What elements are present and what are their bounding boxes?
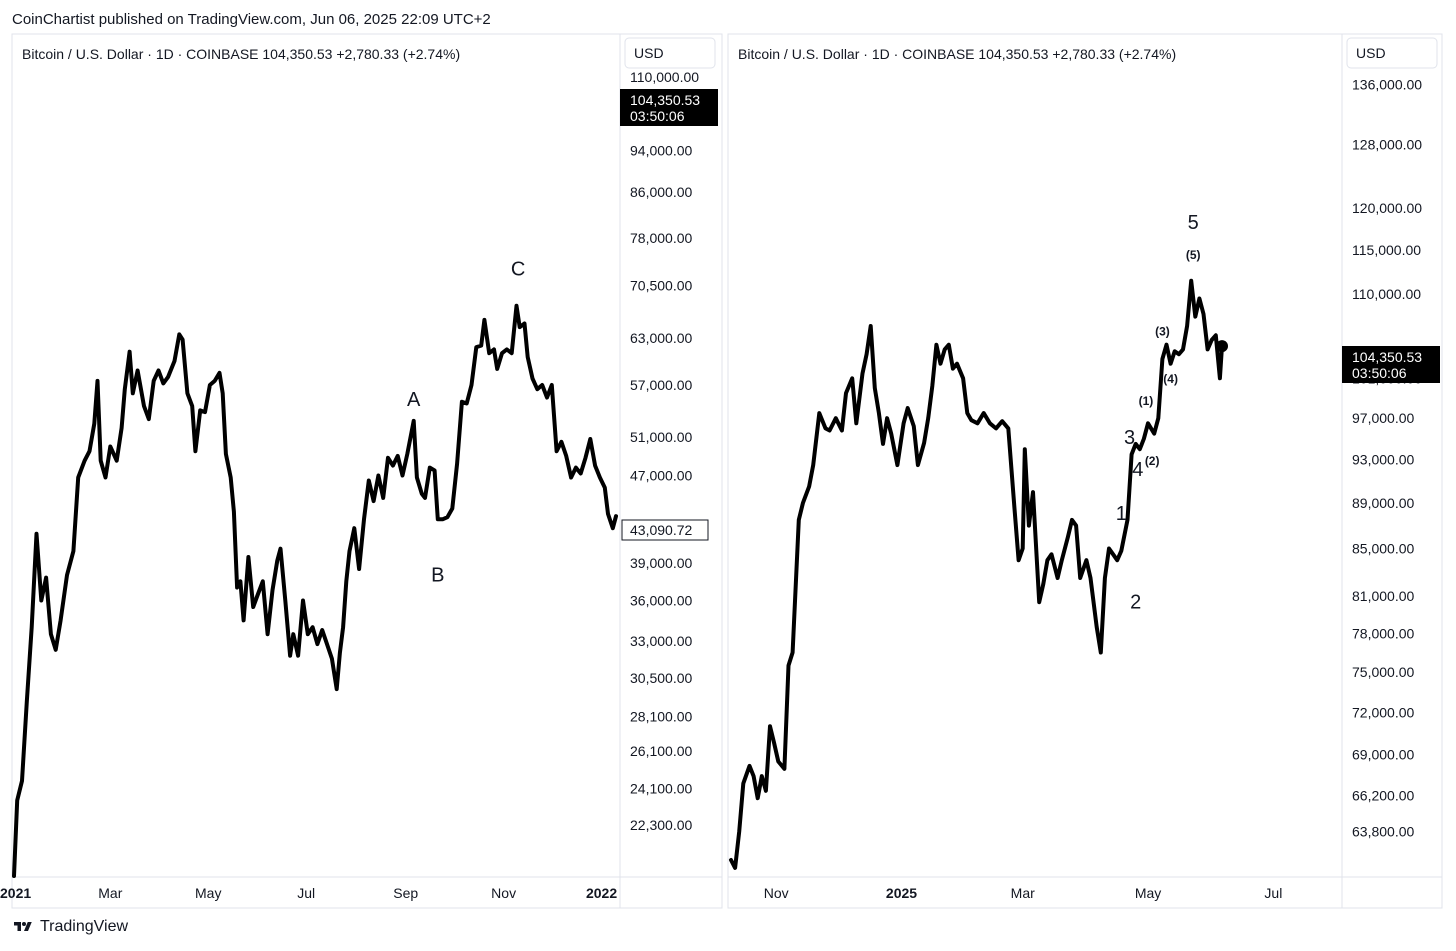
y-tick-label: 136,000.00 <box>1352 77 1422 93</box>
y-tick-label: 78,000.00 <box>1352 625 1414 641</box>
price-line <box>729 278 1224 870</box>
currency-label: USD <box>1356 45 1386 61</box>
y-tick-label: 93,000.00 <box>1352 452 1414 468</box>
y-tick-label: 57,000.00 <box>630 377 692 393</box>
price-badge-value: 104,350.53 <box>630 92 700 108</box>
y-tick-label: 72,000.00 <box>1352 704 1414 720</box>
x-tick-label: Nov <box>491 885 516 901</box>
x-tick-label: Sep <box>393 885 418 901</box>
x-tick-label: 2021 <box>0 885 31 901</box>
last-price-dot <box>1216 340 1228 353</box>
y-tick-label: 63,000.00 <box>630 330 692 346</box>
y-tick-label: 28,100.00 <box>630 709 692 725</box>
price-badge-value: 104,350.53 <box>1352 349 1422 365</box>
y-tick-label: 94,000.00 <box>630 143 692 159</box>
y-tick-label: 36,000.00 <box>630 592 692 608</box>
panel-frame <box>11 33 723 909</box>
wave-label: (2) <box>1145 454 1160 468</box>
y-tick-label: 33,000.00 <box>630 633 692 649</box>
price-badge-timer: 03:50:06 <box>1352 365 1407 381</box>
last-price-value: 43,090.72 <box>630 522 692 538</box>
y-tick-label: 97,000.00 <box>1352 410 1414 426</box>
y-tick-label: 39,000.00 <box>630 555 692 571</box>
x-tick-label: Jul <box>1264 885 1282 901</box>
last-price-label: 43,090.72 <box>621 519 709 541</box>
wave-label: A <box>407 389 421 411</box>
x-tick-label: Mar <box>1011 885 1035 901</box>
wave-label: (5) <box>1186 248 1201 262</box>
wave-label: 2 <box>1130 591 1141 613</box>
y-tick-label: 51,000.00 <box>630 429 692 445</box>
currency-button[interactable]: USD <box>624 37 716 69</box>
y-tick-label: 22,300.00 <box>630 817 692 833</box>
y-tick-label: 24,100.00 <box>630 781 692 797</box>
published-caption: CoinChartist published on TradingView.co… <box>12 11 491 28</box>
y-tick-label: 63,800.00 <box>1352 824 1414 840</box>
y-tick-label: 81,000.00 <box>1352 588 1414 604</box>
chart-panel-1: Bitcoin / U.S. Dollar · 1D · COINBASE 10… <box>0 33 723 909</box>
y-tick-label: 70,500.00 <box>630 277 692 293</box>
x-tick-label: Nov <box>764 885 789 901</box>
wave-label: 1 <box>1116 503 1127 525</box>
wave-label: 5 <box>1188 212 1199 234</box>
y-tick-label: 89,000.00 <box>1352 495 1414 511</box>
price-badge-timer: 03:50:06 <box>630 108 685 124</box>
wave-label: (4) <box>1163 372 1178 386</box>
x-tick-label: May <box>1135 885 1161 901</box>
tradingview-footer[interactable]: TradingView <box>12 918 128 936</box>
y-tick-label: 30,500.00 <box>630 670 692 686</box>
y-tick-label: 120,000.00 <box>1352 200 1422 216</box>
footer-brand: TradingView <box>40 918 129 935</box>
y-tick-label: 69,000.00 <box>1352 746 1414 762</box>
y-tick-label: 86,000.00 <box>630 184 692 200</box>
chart-panel-2: Bitcoin / U.S. Dollar · 1D · COINBASE 10… <box>727 33 1443 909</box>
wave-label: (1) <box>1139 394 1154 408</box>
y-tick-label: 26,100.00 <box>630 743 692 759</box>
x-tick-label: Mar <box>98 885 122 901</box>
y-tick-label: 47,000.00 <box>630 467 692 483</box>
y-tick-label: 85,000.00 <box>1352 541 1414 557</box>
y-tick-label: 115,000.00 <box>1352 242 1421 258</box>
y-tick-label: 78,000.00 <box>630 230 692 246</box>
wave-label: B <box>431 564 444 586</box>
y-tick-label: 75,000.00 <box>1352 664 1414 680</box>
panel-frame <box>727 33 1443 909</box>
price-line <box>12 303 618 878</box>
x-tick-label: Jul <box>297 885 315 901</box>
chart-title: Bitcoin / U.S. Dollar · 1D · COINBASE 10… <box>738 46 1176 62</box>
y-tick-label: 128,000.00 <box>1352 136 1422 152</box>
currency-button[interactable]: USD <box>1346 37 1438 69</box>
x-tick-label: 2025 <box>886 885 917 901</box>
y-tick-label: 110,000.00 <box>630 69 699 85</box>
y-tick-label: 110,000.00 <box>1352 286 1421 302</box>
wave-label: C <box>511 259 525 281</box>
y-tick-label: 66,200.00 <box>1352 787 1414 803</box>
tradingview-logo-icon <box>14 922 32 931</box>
wave-label: 3 <box>1124 427 1135 449</box>
currency-label: USD <box>634 45 664 61</box>
chart-title: Bitcoin / U.S. Dollar · 1D · COINBASE 10… <box>22 46 460 62</box>
wave-label: (3) <box>1155 324 1170 338</box>
x-tick-label: May <box>195 885 221 901</box>
wave-label: 4 <box>1132 459 1143 481</box>
x-tick-label: 2022 <box>586 885 617 901</box>
